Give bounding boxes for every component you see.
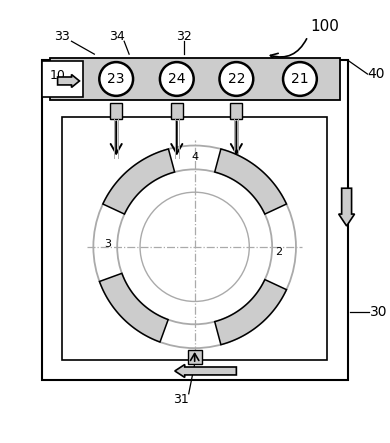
Circle shape: [99, 62, 133, 96]
Bar: [110, 103, 122, 119]
Polygon shape: [103, 149, 175, 214]
Text: 22: 22: [228, 72, 245, 86]
Bar: [188, 350, 202, 364]
Text: 21: 21: [291, 72, 309, 86]
Text: 30: 30: [369, 305, 387, 319]
Circle shape: [117, 169, 272, 324]
Text: 3: 3: [104, 239, 111, 249]
Bar: [62, 117, 327, 360]
FancyArrow shape: [175, 365, 236, 377]
Bar: [42, 60, 347, 380]
Text: 23: 23: [108, 72, 125, 86]
Circle shape: [283, 62, 317, 96]
Text: 4: 4: [191, 152, 198, 163]
Text: 10: 10: [50, 69, 66, 82]
Text: 31: 31: [173, 393, 189, 406]
FancyArrowPatch shape: [231, 121, 242, 154]
Text: 32: 32: [176, 30, 191, 43]
Text: 33: 33: [54, 30, 69, 43]
FancyArrowPatch shape: [171, 121, 183, 154]
FancyArrowPatch shape: [190, 354, 199, 361]
Bar: [42, 61, 83, 97]
Text: 40: 40: [367, 67, 385, 81]
Text: 24: 24: [168, 72, 186, 86]
Circle shape: [93, 145, 296, 348]
Bar: [230, 103, 242, 119]
Polygon shape: [215, 149, 287, 214]
Text: 100: 100: [310, 19, 339, 34]
FancyArrow shape: [339, 188, 355, 226]
FancyArrowPatch shape: [111, 121, 122, 154]
FancyArrow shape: [58, 74, 80, 87]
Polygon shape: [215, 280, 287, 345]
Circle shape: [160, 62, 194, 96]
FancyArrowPatch shape: [270, 39, 307, 61]
Text: 34: 34: [109, 30, 125, 43]
Text: 2: 2: [275, 247, 283, 257]
Bar: [50, 58, 340, 100]
Circle shape: [220, 62, 253, 96]
Circle shape: [140, 192, 249, 301]
Polygon shape: [99, 273, 168, 342]
Bar: [171, 103, 183, 119]
